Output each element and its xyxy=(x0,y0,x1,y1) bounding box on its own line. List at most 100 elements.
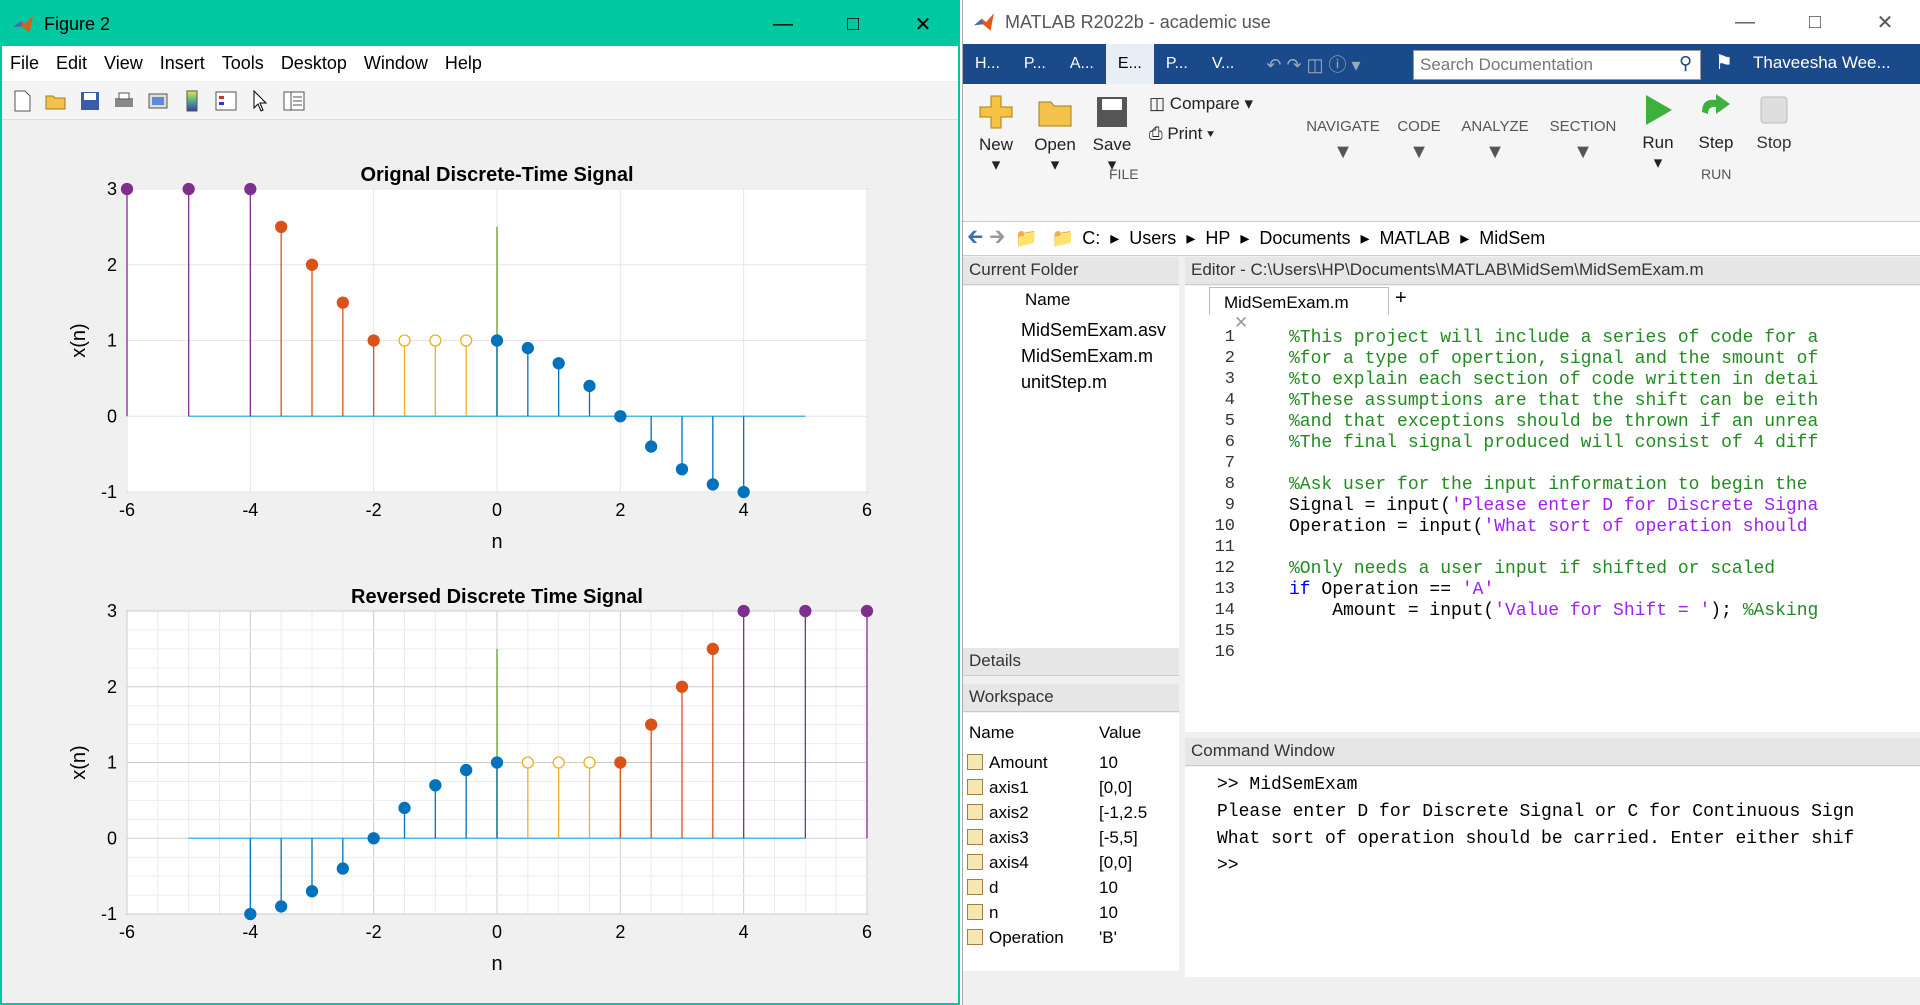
workspace-name-column[interactable]: Name xyxy=(969,723,1015,742)
bell-icon[interactable]: ⚑ xyxy=(1715,52,1733,74)
search-icon[interactable]: ⚲ xyxy=(1679,53,1693,73)
code-line[interactable]: if Operation == 'A' xyxy=(1289,580,1495,600)
workspace-row[interactable]: d 10 xyxy=(963,876,1179,900)
workspace-row[interactable]: axis1 [0,0] xyxy=(963,776,1179,800)
details-header[interactable]: Details xyxy=(963,648,1179,676)
tab-plots[interactable]: P... xyxy=(1023,55,1046,72)
code-line[interactable]: %These assumptions are that the shift ca… xyxy=(1289,391,1819,411)
current-folder-header[interactable]: Current Folder xyxy=(963,257,1179,285)
code-line[interactable]: %and that exceptions should be thrown if… xyxy=(1289,412,1819,432)
menu-tools[interactable]: Tools xyxy=(221,53,264,73)
file-item[interactable]: MidSemExam.asv xyxy=(1021,320,1167,340)
workspace-row[interactable]: axis2 [-1,2.5 xyxy=(963,801,1179,825)
save-icon[interactable] xyxy=(76,87,104,115)
tab-home[interactable]: H... xyxy=(975,55,1000,72)
code-group[interactable]: CODE ▼ xyxy=(1389,118,1449,164)
code-line[interactable]: %Ask user for the input information to b… xyxy=(1289,475,1808,495)
colorbar-icon[interactable] xyxy=(178,87,206,115)
workspace-row[interactable]: Amount 10 xyxy=(963,751,1179,775)
menu-edit[interactable]: Edit xyxy=(56,53,88,73)
code-line[interactable]: %to explain each section of code written… xyxy=(1289,370,1819,390)
quick-access-icons[interactable]: ↶ ↷ ◫ ⓘ ▾ xyxy=(1266,55,1361,75)
run-button[interactable]: Run ▾ xyxy=(1633,92,1683,173)
close-tab-icon[interactable]: ✕ xyxy=(1234,313,1249,332)
menu-file[interactable]: File xyxy=(10,53,40,73)
compare-button[interactable]: ◫ Compare ▾ xyxy=(1149,94,1253,113)
address-bar[interactable]: 🡰 🡲 📁 📁 C: ▸ Users ▸ HP ▸ Documents ▸ MA… xyxy=(963,222,1920,256)
code-line[interactable]: Signal = input('Please enter D for Discr… xyxy=(1289,496,1819,516)
path-segment-matlab[interactable]: MATLAB xyxy=(1379,228,1451,248)
new-button[interactable]: New ▾ xyxy=(971,94,1021,175)
stem-point xyxy=(675,680,689,693)
path-segment-c[interactable]: C: xyxy=(1082,228,1101,248)
menu-desktop[interactable]: Desktop xyxy=(280,53,347,73)
editor-header[interactable]: Editor - C:\Users\HP\Documents\MATLAB\Mi… xyxy=(1185,257,1920,285)
maximize-button[interactable]: □ xyxy=(1808,10,1822,33)
tab-apps[interactable]: A... xyxy=(1069,55,1094,72)
file-item[interactable]: MidSemExam.m xyxy=(1021,346,1154,366)
workspace-row[interactable]: n 10 xyxy=(963,901,1179,925)
user-account[interactable]: Thaveesha Wee... xyxy=(1753,53,1891,72)
property-inspector-icon[interactable] xyxy=(280,87,308,115)
code-line[interactable]: %The final signal produced will consist … xyxy=(1289,433,1819,453)
legend-icon[interactable] xyxy=(212,87,240,115)
workspace-row[interactable]: Operation 'B' xyxy=(963,926,1179,950)
link-plot-icon[interactable] xyxy=(144,87,172,115)
y-tick-label: 2 xyxy=(107,677,117,697)
file-item[interactable]: unitStep.m xyxy=(1021,372,1108,392)
code-line[interactable]: Amount = input('Value for Shift = '); %A… xyxy=(1289,601,1819,621)
section-label: SECTION xyxy=(1549,118,1617,135)
stop-button[interactable]: Stop xyxy=(1749,92,1799,153)
command-window-panel[interactable]: >> MidSemExam Please enter D for Discrete… xyxy=(1185,767,1920,977)
code-line[interactable]: %Only needs a user input if shifted or s… xyxy=(1289,559,1776,579)
navigate-group[interactable]: NAVIGATE ▼ xyxy=(1303,118,1383,164)
path-segment-documents[interactable]: Documents xyxy=(1259,228,1351,248)
x-tick-label: -6 xyxy=(119,500,135,520)
stem-point xyxy=(182,182,195,196)
command-window-header[interactable]: Command Window xyxy=(1185,738,1920,766)
workspace-row[interactable]: axis4 [0,0] xyxy=(963,851,1179,875)
menu-help[interactable]: Help xyxy=(444,53,482,73)
workspace-header[interactable]: Workspace xyxy=(963,684,1179,712)
search-documentation-input[interactable]: Search Documentation xyxy=(1413,50,1701,80)
code-line[interactable]: %for a type of opertion, signal and the … xyxy=(1289,349,1819,369)
section-group[interactable]: SECTION ▼ xyxy=(1541,118,1625,164)
path-segment-hp[interactable]: HP xyxy=(1205,228,1231,248)
print-button[interactable]: ⎙ Print ▾ xyxy=(1149,124,1215,143)
variable-value: 10 xyxy=(1099,753,1118,772)
figure-titlebar[interactable]: Figure 2 — □ ✕ xyxy=(2,2,958,46)
path-segment-midsem[interactable]: MidSem xyxy=(1479,228,1546,248)
maximize-button[interactable]: □ xyxy=(846,12,860,35)
minimize-button[interactable]: — xyxy=(1735,10,1755,33)
analyze-group[interactable]: ANALYZE ▼ xyxy=(1453,118,1537,164)
code-line[interactable]: Operation = input('What sort of operatio… xyxy=(1289,517,1808,537)
tab-publish[interactable]: P... xyxy=(1165,55,1188,72)
folder-up-icon[interactable]: 📁 xyxy=(1015,228,1038,248)
tab-editor[interactable]: E... xyxy=(1105,44,1154,84)
pointer-icon[interactable] xyxy=(246,87,274,115)
back-icon[interactable]: 🡰 xyxy=(967,225,984,248)
new-figure-icon[interactable] xyxy=(8,87,36,115)
menu-view[interactable]: View xyxy=(104,53,143,73)
forward-icon[interactable]: 🡲 xyxy=(989,225,1006,248)
workspace-row[interactable]: axis3 [-5,5] xyxy=(963,826,1179,850)
close-button[interactable]: ✕ xyxy=(1876,11,1894,34)
save-button[interactable]: Save ▾ xyxy=(1087,94,1137,175)
open-button[interactable]: Open ▾ xyxy=(1029,94,1081,175)
close-button[interactable]: ✕ xyxy=(914,13,932,36)
code-line[interactable]: %This project will include a series of c… xyxy=(1289,328,1819,348)
path-segment-users[interactable]: Users xyxy=(1129,228,1177,248)
line-number: 3 xyxy=(1224,370,1235,389)
workspace-value-column[interactable]: Value xyxy=(1099,723,1142,742)
editor-file-tab[interactable]: MidSemExam.m ✕ xyxy=(1209,287,1389,332)
menu-insert[interactable]: Insert xyxy=(159,53,205,73)
minimize-button[interactable]: — xyxy=(773,12,793,35)
add-tab-icon[interactable]: + xyxy=(1395,287,1407,309)
menu-window[interactable]: Window xyxy=(363,53,428,73)
tab-view[interactable]: V... xyxy=(1211,55,1235,72)
matlab-titlebar[interactable]: MATLAB R2022b - academic use — □ ✕ xyxy=(963,0,1920,44)
step-button[interactable]: Step xyxy=(1691,92,1741,153)
open-folder-icon[interactable] xyxy=(42,87,70,115)
folder-name-column[interactable]: Name xyxy=(1025,290,1071,309)
print-icon[interactable] xyxy=(110,87,138,115)
